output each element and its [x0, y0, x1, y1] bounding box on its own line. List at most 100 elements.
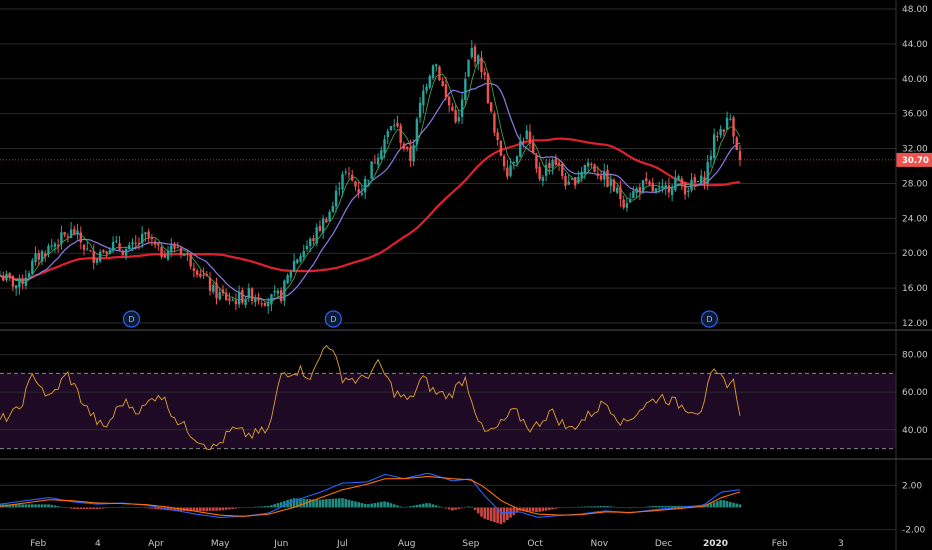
candle-body: [418, 102, 422, 118]
candle-body: [105, 251, 108, 254]
macd-histogram-bar: [580, 506, 583, 508]
candle-body: [373, 162, 377, 164]
macd-histogram-bar: [538, 507, 541, 512]
rsi-band: [0, 373, 896, 449]
x-tick-label: Dec: [655, 539, 672, 549]
macd-histogram-bar: [496, 507, 499, 524]
macd-histogram-bar: [31, 504, 34, 508]
macd-histogram-bar: [283, 501, 286, 508]
candle-body: [121, 251, 124, 256]
candle-body: [551, 159, 554, 168]
candle-body: [389, 125, 393, 131]
macd-histogram-bar: [557, 507, 561, 509]
macd-histogram-bar: [92, 507, 96, 510]
macd-histogram-bar: [725, 501, 729, 508]
candle-body: [289, 271, 293, 278]
candle-body: [360, 193, 364, 195]
macd-histogram-bar: [415, 504, 419, 508]
y-tick-label: 24.00: [902, 214, 928, 224]
candle-body: [37, 252, 40, 260]
candle-body: [635, 188, 638, 193]
x-tick-label: Sep: [462, 539, 479, 549]
candle-body: [441, 81, 444, 86]
candle-body: [609, 180, 612, 186]
y-tick-label: 2.00: [902, 481, 922, 491]
candle-body: [157, 243, 160, 246]
macd-histogram-bar: [73, 507, 76, 510]
rsi-panel: 80.00 60.00 40.00: [0, 345, 928, 451]
candle-body: [438, 66, 441, 81]
macd-histogram-bar: [121, 506, 125, 508]
macd-histogram-bar: [641, 506, 645, 508]
candle-body: [218, 292, 221, 300]
candle-body: [638, 187, 642, 193]
macd-histogram-bar: [486, 507, 490, 520]
candle-body: [260, 303, 263, 305]
macd-histogram-bar: [108, 507, 112, 508]
candle-body: [118, 243, 121, 251]
candle-body: [599, 175, 603, 180]
macd-histogram-bar: [205, 507, 209, 511]
macd-histogram-bar: [573, 506, 577, 508]
candle-body: [541, 177, 545, 182]
candle-body: [73, 229, 76, 235]
macd-histogram-bar: [266, 505, 270, 508]
candle-body: [703, 177, 706, 184]
candle-body: [202, 274, 205, 276]
macd-histogram-bar: [434, 505, 438, 508]
macd-histogram-bar: [512, 507, 516, 516]
candle-body: [661, 185, 664, 187]
candle-body: [674, 177, 677, 191]
macd-histogram-bar: [218, 507, 222, 511]
macd-histogram-bar: [357, 502, 360, 508]
candle-body: [27, 273, 31, 278]
candle-body: [302, 251, 305, 258]
candle-body: [95, 258, 99, 263]
candle-body: [205, 274, 209, 276]
macd-histogram-bar: [596, 506, 600, 508]
macd-histogram-bar: [308, 499, 312, 508]
candle-body: [338, 188, 341, 190]
dividend-marker[interactable]: D: [324, 310, 342, 328]
candle-body: [548, 162, 551, 169]
candle-body: [467, 59, 470, 77]
candle-body: [153, 241, 157, 245]
candle-body: [486, 73, 490, 104]
x-tick-label: 4: [95, 539, 101, 549]
candle-body: [215, 282, 218, 299]
candle-body: [44, 253, 47, 257]
macd-histogram-bar: [127, 507, 131, 508]
candle-body: [279, 290, 283, 302]
macd-histogram-bar: [483, 507, 487, 519]
candle-body: [425, 86, 428, 91]
candle-body: [192, 268, 196, 271]
candle-body: [34, 253, 37, 263]
macd-histogram-bar: [247, 507, 251, 508]
candle-body: [519, 141, 522, 157]
candle-body: [693, 177, 696, 183]
candle-body: [234, 300, 238, 305]
macd-histogram-bar: [738, 504, 742, 508]
candle-body: [451, 106, 454, 111]
macd-histogram-bar: [428, 503, 432, 508]
candle-body: [267, 302, 270, 307]
candle-body: [499, 140, 503, 156]
macd-histogram-bar: [502, 507, 506, 523]
dividend-marker[interactable]: D: [122, 310, 141, 328]
dividend-marker[interactable]: D: [700, 310, 719, 328]
macd-histogram-bar: [192, 507, 196, 512]
candle-body: [254, 298, 257, 303]
time-axis[interactable]: Feb 4 Apr May Jun Jul Aug Sep Oct Nov Dec 2020 Feb 3: [30, 539, 844, 549]
candle-body: [612, 179, 616, 192]
y-tick-label: 40.00: [902, 426, 928, 436]
macd-histogram-bar: [609, 506, 613, 508]
macd-histogram-bar: [619, 507, 622, 508]
candle-body: [522, 140, 525, 142]
candle-body: [477, 55, 480, 64]
candle-body: [616, 187, 619, 193]
macd-histogram-bar: [615, 507, 619, 508]
candle-body: [658, 188, 661, 190]
macd-histogram-bar: [312, 499, 315, 508]
macd-histogram-bar: [606, 506, 609, 508]
